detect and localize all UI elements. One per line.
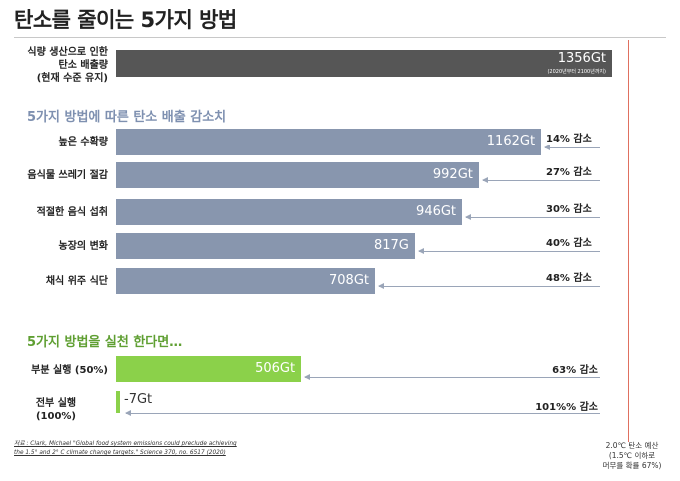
method-bar: [116, 233, 415, 259]
carbon-budget-label: 2.0℃ 탄소 예산 (1.5℃ 이하로 머무를 확률 67%): [596, 441, 668, 471]
practice-reduction: 101%% 감소: [535, 398, 598, 413]
source-line-2: the 1.5° and 2° C climate change targets…: [14, 450, 226, 456]
carbon-budget-line-1: 2.0℃ 탄소 예산: [605, 441, 659, 450]
title-divider: [14, 37, 666, 38]
baseline-label-line-1: 식량 생산으로 인한: [27, 47, 108, 58]
method-reduction: 14% 감소: [546, 130, 594, 145]
reduction-arrow: [417, 248, 600, 254]
carbon-budget-line-2: (1.5℃ 이하로: [608, 451, 656, 460]
method-reduction: 48% 감소: [546, 269, 594, 284]
practice-value-label: -7Gt: [124, 392, 153, 407]
practice-label-line: (100%): [35, 411, 77, 422]
reduction-arrow: [377, 283, 600, 289]
method-label: 적절한 음식 섭취: [36, 207, 108, 218]
practice-reduction: 63% 감소: [552, 361, 598, 376]
baseline-bar: [116, 50, 612, 77]
reduction-arrow: [465, 214, 600, 220]
practice-value-label: 506Gt: [255, 361, 296, 376]
method-bar: [116, 199, 463, 225]
baseline-label: 식량 생산으로 인한 탄소 배출량 (현재 수준 유지): [4, 46, 108, 85]
source-citation: 저료 : Clark, Michael "Global food system …: [14, 440, 237, 458]
baseline-label-line-2: 탄소 배출량: [58, 60, 108, 71]
method-label: 높은 수확량: [58, 137, 108, 148]
carbon-budget-line: [628, 40, 629, 442]
reduction-arrow: [481, 177, 600, 183]
method-reduction: 27% 감소: [546, 163, 594, 178]
method-value-label: 1162Gt: [486, 134, 536, 149]
method-value-label: 708Gt: [329, 273, 369, 288]
method-label: 채식 위주 식단: [45, 276, 108, 287]
method-label: 음식물 쓰레기 절감: [27, 170, 108, 181]
method-reduction: 40% 감소: [546, 234, 594, 249]
section-practice-title: 5가지 방법을 실천 한다면…: [27, 335, 183, 350]
reduction-arrow: [304, 374, 600, 380]
reduction-arrow: [544, 144, 600, 150]
method-bar: [116, 162, 479, 188]
practice-bar: [116, 391, 120, 413]
method-value-label: 817G: [373, 238, 409, 253]
baseline-value-note: (2020년부터 2100년까지): [547, 69, 606, 75]
practice-label: 부분 실행 (50%): [31, 365, 108, 376]
method-reduction: 30% 감소: [546, 200, 594, 215]
carbon-budget-line-3: 머무를 확률 67%): [602, 461, 662, 470]
practice-bar: [116, 356, 302, 382]
method-value-label: 946Gt: [416, 204, 457, 219]
method-bar: [116, 129, 542, 155]
section-methods-title: 5가지 방법에 따른 탄소 배출 감소치: [27, 110, 227, 125]
baseline-label-line-3: (현재 수준 유지): [36, 73, 108, 84]
method-bar: [116, 268, 375, 294]
method-label: 농장의 변화: [58, 241, 108, 252]
practice-label: 전부 실행 (100%): [4, 397, 108, 423]
method-value-label: 992Gt: [432, 167, 473, 182]
reduction-arrow: [125, 410, 600, 416]
baseline-value-label: 1356Gt: [557, 51, 606, 66]
source-line-1: 저료 : Clark, Michael "Global food system …: [14, 441, 237, 447]
practice-label-line: 전부 실행: [35, 398, 77, 409]
page-title: 탄소를 줄이는 5가지 방법: [14, 8, 237, 32]
